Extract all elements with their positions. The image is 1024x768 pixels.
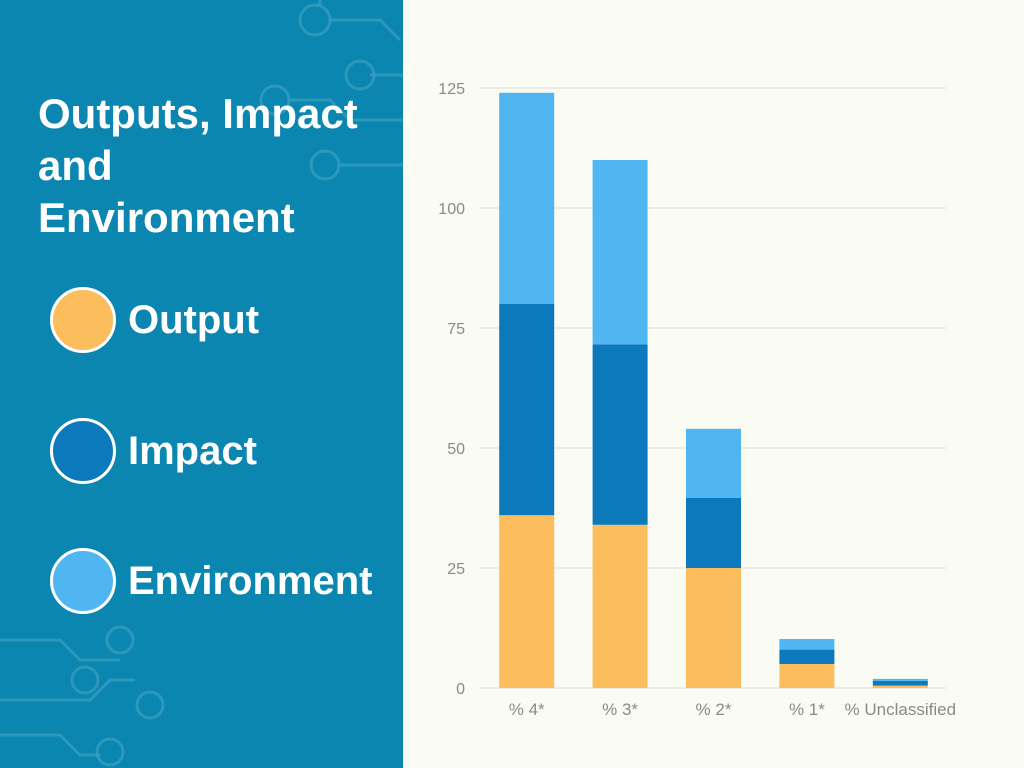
bar-segment-output [592,524,648,688]
bar-segment-output [499,515,555,688]
x-category-label: % Unclassified [845,700,957,719]
circuit-node [70,665,100,695]
y-tick-label: 50 [447,441,465,458]
left-panel: Outputs, Impact and Environment Output I… [0,0,403,768]
circuit-node [105,625,135,655]
x-category-label: % 3* [602,700,638,719]
y-tick-label: 0 [456,681,465,698]
bar-segment-impact [686,497,741,568]
legend-swatch-environment [50,548,116,614]
circuit-node [95,737,125,767]
bar-segment-environment [872,678,928,681]
circuit-line [290,98,403,122]
bar-segment-output [872,685,928,688]
chart-title: Outputs, Impact and Environment [38,90,358,241]
y-tick-label: 100 [438,201,465,218]
stacked-bar-chart: 0 25 50 75 100 125 % 4* % 3* % 2* % 1* % Unclassif… [438,81,957,719]
legend-label-output: Output [128,298,260,342]
y-tick-label: 25 [447,561,465,578]
bar-segment-environment [592,160,648,345]
circuit-node [259,84,291,116]
legend-swatch-impact [50,418,116,484]
legend-label-environment: Environment [128,559,373,603]
bar-segment-impact [592,344,648,525]
y-tick-label: 75 [447,321,465,338]
circuit-line [0,638,120,662]
circuit-line [0,678,135,702]
bar-segment-output [686,568,741,688]
bar-segment-output [779,664,835,688]
circuit-line [0,733,100,757]
y-tick-label: 125 [438,81,465,98]
chart-area: 0 25 50 75 100 125 % 4* % 3* % 2* % 1* % Unclassif… [403,0,1024,768]
bar-segment-impact [779,649,835,664]
bar-segment-environment [499,92,555,304]
x-category-label: % 1* [789,700,825,719]
x-category-label: % 2* [696,700,732,719]
bar-segment-environment [779,639,835,650]
legend-swatch-output [50,287,116,353]
circuit-decoration [0,0,403,767]
bar-segment-impact [499,304,555,516]
circuit-line [330,18,402,42]
circuit-node [344,59,376,91]
circuit-node [309,149,341,181]
bar-segment-environment [686,428,741,498]
circuit-node [298,3,332,37]
x-category-label: % 4* [509,700,545,719]
circuit-node [135,690,165,720]
legend-label-impact: Impact [128,429,257,473]
bar-segment-impact [872,680,928,686]
